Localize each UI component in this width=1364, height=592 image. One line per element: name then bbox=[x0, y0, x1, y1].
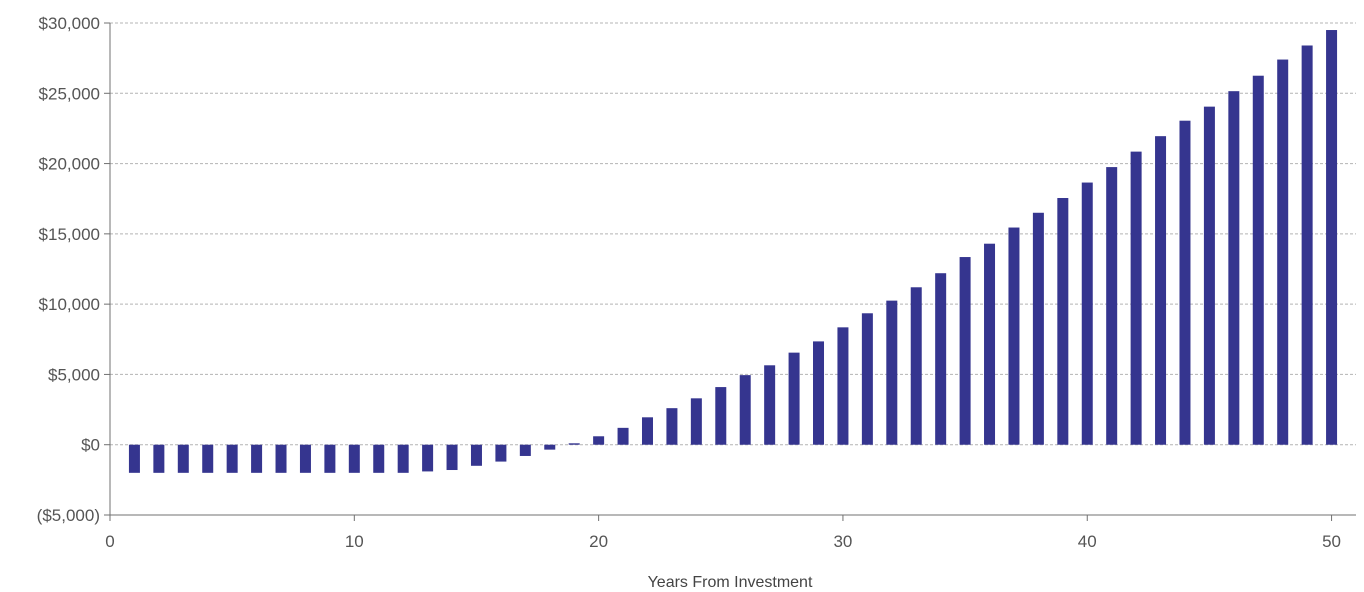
bar bbox=[1008, 227, 1020, 445]
bar bbox=[422, 444, 434, 472]
bar bbox=[593, 436, 605, 445]
bar bbox=[813, 341, 825, 445]
bar bbox=[935, 273, 947, 445]
y-tick-label: $5,000 bbox=[48, 365, 100, 384]
bar bbox=[1203, 106, 1215, 445]
bar bbox=[1130, 151, 1142, 445]
x-tick-label: 20 bbox=[589, 532, 608, 551]
bar bbox=[690, 398, 702, 445]
y-tick-label: $30,000 bbox=[39, 14, 100, 33]
x-tick-label: 40 bbox=[1078, 532, 1097, 551]
bar bbox=[984, 243, 996, 445]
bar bbox=[959, 257, 971, 445]
bar bbox=[739, 375, 751, 445]
bar bbox=[275, 444, 287, 473]
bar bbox=[299, 444, 311, 473]
x-tick-label: 10 bbox=[345, 532, 364, 551]
bar bbox=[617, 427, 629, 445]
bar bbox=[1032, 212, 1044, 445]
x-tick-label: 30 bbox=[833, 532, 852, 551]
x-axis-title: Years From Investment bbox=[648, 574, 813, 591]
bar bbox=[910, 287, 922, 445]
bar bbox=[764, 365, 776, 445]
bar bbox=[519, 444, 531, 456]
bar bbox=[886, 300, 898, 445]
bar bbox=[226, 444, 238, 473]
axes bbox=[109, 23, 1356, 516]
x-tick-label: 0 bbox=[105, 532, 114, 551]
x-axis-ticks: 0 10 20 30 40 50 bbox=[105, 515, 1341, 551]
bar bbox=[544, 444, 556, 450]
bar bbox=[324, 444, 336, 473]
bar bbox=[1081, 182, 1093, 445]
bar bbox=[1301, 45, 1313, 445]
bar bbox=[715, 387, 727, 445]
bar bbox=[1277, 59, 1289, 445]
bar bbox=[641, 417, 653, 445]
bar bbox=[495, 444, 507, 462]
bar bbox=[1155, 136, 1167, 445]
y-tick-label: $10,000 bbox=[39, 295, 100, 314]
bar bbox=[1326, 30, 1338, 445]
x-tick-label: 50 bbox=[1322, 532, 1341, 551]
bar bbox=[470, 444, 482, 466]
bar bbox=[837, 327, 849, 445]
bar bbox=[202, 444, 214, 473]
bar bbox=[666, 408, 678, 445]
bar bbox=[373, 444, 385, 473]
y-tick-label: $15,000 bbox=[39, 225, 100, 244]
gridlines bbox=[110, 22, 1356, 446]
bars bbox=[128, 30, 1338, 473]
y-tick-label: $0 bbox=[81, 436, 100, 455]
bar bbox=[348, 444, 360, 473]
y-axis-ticks: ($5,000) $0 $5,000 $10,000 $15,000 $20,000 $25… bbox=[37, 14, 110, 525]
bar bbox=[177, 444, 189, 473]
bar bbox=[1179, 120, 1191, 445]
bar bbox=[446, 444, 458, 471]
bar bbox=[128, 444, 140, 473]
bar bbox=[397, 444, 409, 473]
y-tick-label: $25,000 bbox=[39, 84, 100, 103]
bar bbox=[788, 352, 800, 445]
bar bbox=[153, 444, 165, 473]
bar bbox=[1252, 75, 1264, 445]
bar bbox=[861, 313, 873, 445]
y-tick-label: $20,000 bbox=[39, 155, 100, 174]
bar bbox=[251, 444, 263, 473]
bar bbox=[1228, 91, 1240, 445]
bar bbox=[1106, 167, 1118, 445]
bar bbox=[568, 443, 580, 445]
y-tick-label: ($5,000) bbox=[37, 506, 100, 525]
bar bbox=[1057, 198, 1069, 445]
